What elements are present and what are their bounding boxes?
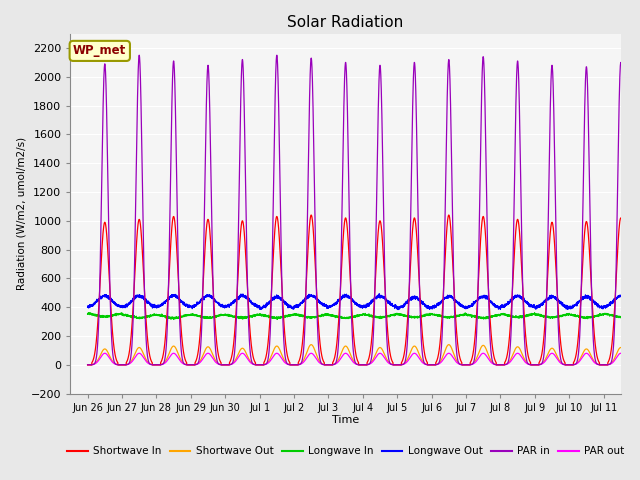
Title: Solar Radiation: Solar Radiation xyxy=(287,15,404,30)
Text: WP_met: WP_met xyxy=(73,44,127,58)
Y-axis label: Radiation (W/m2, umol/m2/s): Radiation (W/m2, umol/m2/s) xyxy=(17,137,27,290)
X-axis label: Time: Time xyxy=(332,415,359,425)
Legend: Shortwave In, Shortwave Out, Longwave In, Longwave Out, PAR in, PAR out: Shortwave In, Shortwave Out, Longwave In… xyxy=(63,442,628,460)
